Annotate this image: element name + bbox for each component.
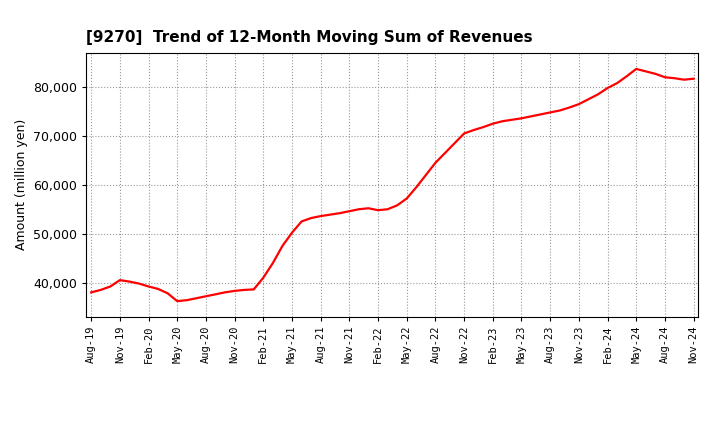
Text: [9270]  Trend of 12-Month Moving Sum of Revenues: [9270] Trend of 12-Month Moving Sum of R… — [86, 29, 533, 45]
Y-axis label: Amount (million yen): Amount (million yen) — [15, 119, 28, 250]
